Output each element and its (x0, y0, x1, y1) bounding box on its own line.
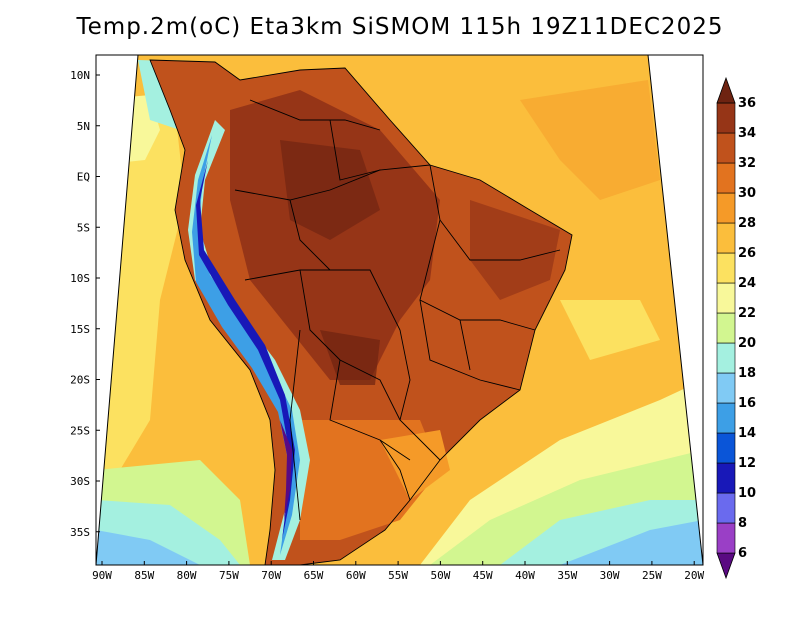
lon-label: 35W (557, 569, 577, 582)
lon-label: 85W (134, 569, 154, 582)
lat-label: 30S (70, 475, 90, 488)
map-title: Temp.2m(oC) Eta3km SiSMOM 115h 19Z11DEC2… (76, 14, 724, 40)
colorbar-segment (716, 522, 736, 554)
colorbar-segment (716, 432, 736, 464)
colorbar: 6 8 10 12 14 16 18 20 22 24 26 28 30 32 34 36 (716, 76, 756, 580)
colorbar-label: 36 (738, 96, 756, 111)
colorbar-segment (716, 252, 736, 284)
lat-label: 10N (70, 69, 90, 82)
colorbar-segment (716, 162, 736, 194)
colorbar-label: 28 (738, 216, 756, 231)
colorbar-segment (716, 312, 736, 344)
temperature-field (96, 55, 703, 565)
lon-label: 65W (304, 569, 324, 582)
colorbar-label: 10 (738, 486, 756, 501)
lon-label: 60W (346, 569, 366, 582)
colorbar-segment (716, 132, 736, 164)
colorbar-max-triangle (716, 76, 736, 104)
colorbar-min-triangle (716, 552, 736, 580)
colorbar-label: 32 (738, 156, 756, 171)
colorbar-segment (716, 462, 736, 494)
colorbar-segment (716, 102, 736, 134)
colorbar-label: 6 (738, 546, 747, 561)
colorbar-label: 24 (738, 276, 756, 291)
lat-label: EQ (77, 171, 90, 184)
lat-label: 15S (70, 323, 90, 336)
atlantic-mid-band (560, 300, 660, 360)
lon-label: 70W (261, 569, 281, 582)
colorbar-label: 18 (738, 366, 756, 381)
colorbar-segment (716, 282, 736, 314)
colorbar-label: 34 (738, 126, 756, 141)
lat-label: 20S (70, 374, 90, 387)
lon-label: 30W (600, 569, 620, 582)
lat-label: 5N (77, 120, 90, 133)
andes-cold (192, 135, 300, 555)
lon-label: 45W (473, 569, 493, 582)
lat-label: 5S (77, 221, 90, 234)
colorbar-label: 8 (738, 516, 747, 531)
colorbar-segment (716, 372, 736, 404)
andes-coldest (280, 420, 292, 520)
colorbar-label: 20 (738, 336, 756, 351)
chaco-hottest (320, 330, 380, 385)
colorbar-segment (716, 222, 736, 254)
lon-label: 90W (92, 569, 112, 582)
pacific-south-coolest (96, 530, 200, 565)
lat-label: 25S (70, 424, 90, 437)
lat-label: 10S (70, 272, 90, 285)
lon-label: 25W (642, 569, 662, 582)
lon-label: 20W (684, 569, 704, 582)
lon-label: 80W (177, 569, 197, 582)
lon-label: 75W (219, 569, 239, 582)
latitude-axis: 10N 5N EQ 5S 10S 15S 20S 25S 30S 35S (70, 69, 100, 539)
colorbar-label: 16 (738, 396, 756, 411)
lon-label: 40W (515, 569, 535, 582)
plot-frame (95, 54, 704, 566)
country-borders (149, 59, 573, 565)
southern-land-mild (380, 430, 450, 500)
colorbar-segment (716, 192, 736, 224)
lat-label: 35S (70, 526, 90, 539)
colorbar-label: 30 (738, 186, 756, 201)
longitude-axis: 90W 85W 80W 75W 70W 65W 60W 55W 50W 45W 40W 35W 30W 2… (92, 561, 705, 582)
colorbar-label: 22 (738, 306, 756, 321)
colorbar-label: 14 (738, 426, 756, 441)
atlantic-north-warm (520, 80, 660, 200)
colorbar-label: 12 (738, 456, 756, 471)
colorbar-segment (716, 342, 736, 374)
atlantic-south-coolest (560, 520, 703, 565)
colorbar-label: 26 (738, 246, 756, 261)
colorbar-segment (716, 402, 736, 434)
colorbar-segment (716, 492, 736, 524)
lon-label: 50W (430, 569, 450, 582)
lon-label: 55W (388, 569, 408, 582)
northeast-hot (470, 200, 560, 300)
